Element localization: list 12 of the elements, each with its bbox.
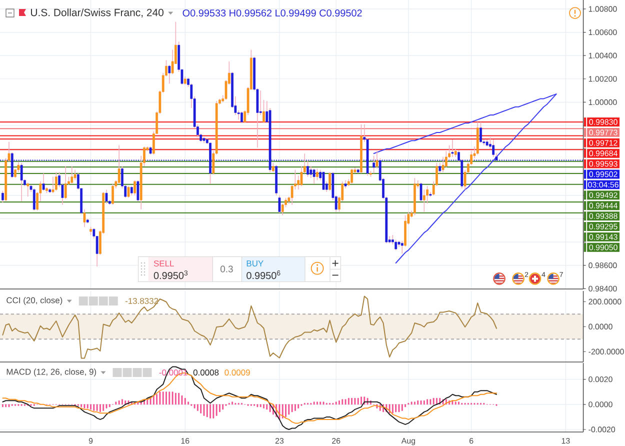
annotation: 0.0008 <box>193 370 219 376</box>
annotation: BUY <box>246 260 264 266</box>
annotation: 0.0009 <box>224 370 250 376</box>
text: MACD (12, 26, close, 9) <box>6 368 96 376</box>
text: O0.99533 H0.99562 L0.99499 C0.99502 <box>182 9 362 17</box>
annotation: -13.8332 <box>125 298 158 304</box>
text: U.S. Dollar/Swiss Franc, 240 <box>31 8 164 18</box>
annotation: 0.9950$^{3}$ <box>154 270 188 280</box>
text: CCI (20, close) <box>6 297 62 305</box>
annotation: 0.3 <box>220 266 233 272</box>
annotation: SELL <box>154 260 174 266</box>
annotation: 0.9950$^{6}$ <box>246 270 280 280</box>
